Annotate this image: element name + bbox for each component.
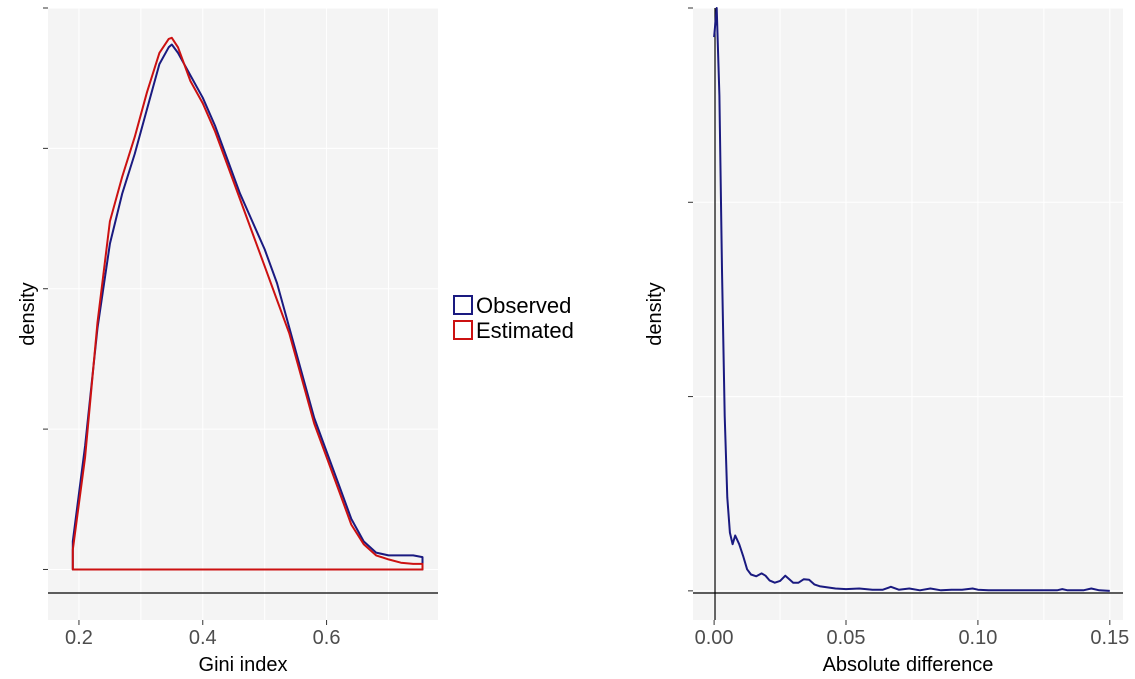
right-gridlines bbox=[693, 7, 1123, 620]
left-gridlines bbox=[48, 7, 438, 620]
right-series-group bbox=[713, 7, 1110, 592]
series-line-observed bbox=[71, 43, 424, 571]
x-tick-label: 0.6 bbox=[313, 627, 341, 649]
right-panel: 0.00 0.05 0.10 0.15 Absolute difference den… bbox=[644, 7, 1129, 676]
left-series-group bbox=[71, 36, 424, 571]
series-line-observed bbox=[713, 7, 1110, 592]
left-ticks: 0.2 0.4 0.6 bbox=[43, 7, 341, 649]
x-tick-label: 0.10 bbox=[958, 627, 997, 649]
x-tick-label: 0.05 bbox=[827, 627, 866, 649]
right-y-axis-title: density bbox=[644, 282, 666, 345]
left-x-axis-title: Gini index bbox=[199, 654, 288, 676]
legend: Observed Estimated bbox=[453, 293, 574, 343]
legend-key-estimated bbox=[453, 320, 473, 340]
x-tick-label: 0.00 bbox=[695, 627, 734, 649]
legend-label-observed: Observed bbox=[476, 293, 571, 318]
legend-key-observed bbox=[453, 295, 473, 315]
right-ticks: 0.00 0.05 0.10 0.15 bbox=[688, 7, 1129, 649]
left-y-axis-title: density bbox=[17, 282, 39, 345]
series-line-estimated bbox=[71, 36, 424, 571]
left-panel: 0.2 0.4 0.6 Gini index density bbox=[17, 7, 438, 676]
left-panel-background bbox=[48, 8, 438, 620]
right-panel-background bbox=[693, 8, 1123, 620]
x-tick-label: 0.4 bbox=[189, 627, 217, 649]
x-tick-label: 0.2 bbox=[65, 627, 93, 649]
legend-label-estimated: Estimated bbox=[476, 318, 574, 343]
x-tick-label: 0.15 bbox=[1090, 627, 1129, 649]
right-x-axis-title: Absolute difference bbox=[823, 654, 994, 676]
